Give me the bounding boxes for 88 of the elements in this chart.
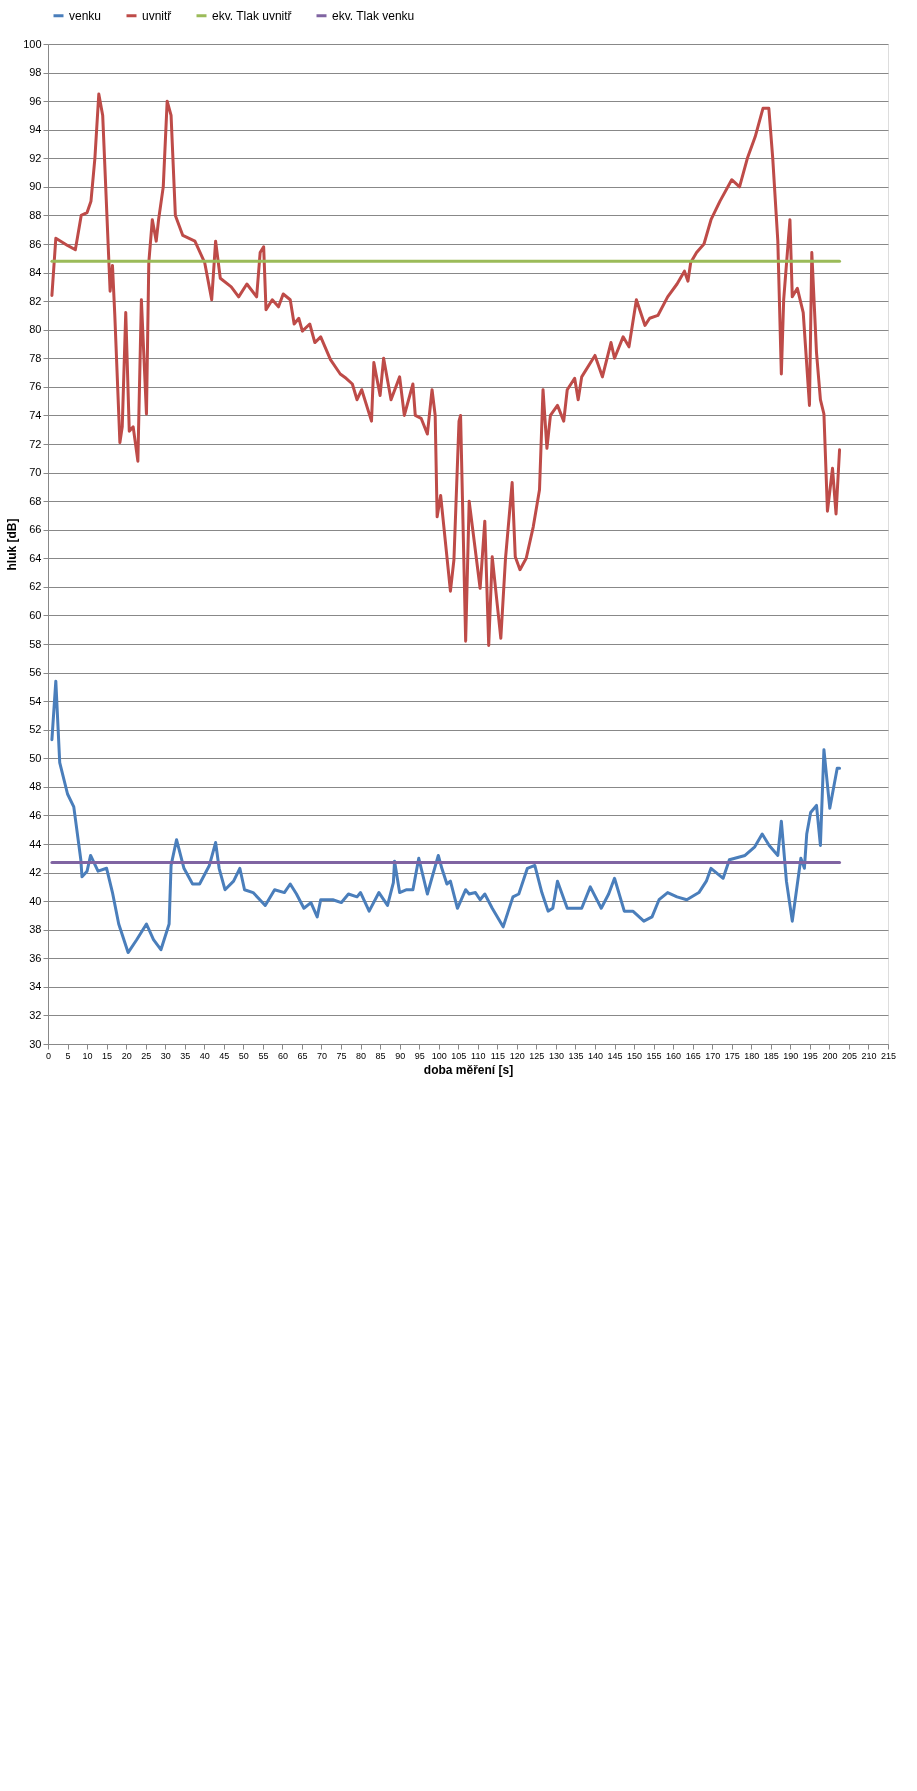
y-tick-label: 38 [29,923,42,936]
x-tick-label: 125 [529,1050,545,1061]
x-tick-label: 10 [82,1050,93,1061]
x-tick-label: 190 [783,1050,799,1061]
y-tick-label: 90 [29,180,42,193]
x-tick-label: 200 [822,1050,838,1061]
x-tick-label: 60 [277,1050,288,1061]
legend-label: uvnitř [142,8,173,23]
x-tick-label: 160 [666,1050,682,1061]
x-tick-label: 65 [297,1050,308,1061]
x-tick-label: 85 [375,1050,386,1061]
line-series [50,679,842,955]
y-tick-label: 66 [29,523,42,536]
y-tick-label: 48 [29,780,42,793]
y-tick-label: 86 [29,237,42,250]
x-tick-label: 80 [356,1050,367,1061]
y-tick-label: 40 [29,894,42,907]
x-tick-label: 0 [45,1050,52,1061]
x-tick-label: 120 [509,1050,525,1061]
y-tick-label: 56 [29,666,42,679]
y-tick-label: 54 [29,694,42,707]
y-tick-label: 52 [29,723,42,736]
y-tick-label: 50 [29,751,42,764]
y-axis-title: hluk [dB] [5,518,20,571]
line-series [50,92,842,647]
y-tick-label: 34 [29,980,42,993]
legend-label: venku [69,8,102,23]
legend-label: ekv. Tlak uvnitř [212,8,293,23]
x-tick-label: 145 [607,1050,623,1061]
y-tick-label: 70 [29,466,42,479]
x-tick-label: 30 [160,1050,171,1061]
x-tick-label: 155 [646,1050,662,1061]
x-tick-label: 140 [587,1050,603,1061]
y-tick-label: 80 [29,323,42,336]
x-tick-label: 150 [627,1050,643,1061]
x-tick-label: 5 [65,1050,71,1061]
x-tick-label: 110 [471,1050,486,1061]
x-tick-label: 95 [414,1050,425,1061]
x-tick-label: 45 [219,1050,230,1061]
y-tick-label: 60 [29,608,42,621]
y-tick-label: 68 [29,494,42,507]
x-tick-label: 55 [258,1050,269,1061]
y-tick-label: 36 [29,951,42,964]
y-tick-label: 42 [29,866,42,879]
x-tick-label: 50 [238,1050,249,1061]
x-axis-title: doba měření [s] [423,1062,514,1077]
x-tick-label: 165 [685,1050,701,1061]
y-tick-label: 58 [29,637,42,650]
x-tick-label: 195 [802,1050,818,1061]
x-tick-label: 100 [431,1050,447,1061]
y-tick-label: 82 [29,294,42,307]
y-tick-label: 84 [29,266,42,279]
y-tick-label: 32 [29,1008,42,1021]
x-tick-label: 40 [199,1050,210,1061]
x-tick-label: 180 [744,1050,760,1061]
y-tick-label: 30 [29,1037,42,1050]
y-tick-label: 72 [29,437,42,450]
y-tick-label: 100 [23,37,42,50]
x-tick-label: 20 [121,1050,132,1061]
legend-label: ekv. Tlak venku [332,8,415,23]
y-tick-label: 78 [29,351,42,364]
y-tick-label: 74 [29,408,42,421]
x-tick-label: 130 [548,1050,564,1061]
x-tick-label: 25 [141,1050,152,1061]
x-tick-label: 170 [705,1050,721,1061]
y-tick-label: 46 [29,808,42,821]
x-tick-label: 70 [316,1050,327,1061]
y-tick-label: 62 [29,580,42,593]
y-tick-label: 92 [29,151,42,164]
x-tick-label: 115 [490,1050,505,1061]
x-tick-label: 105 [451,1050,467,1061]
x-tick-label: 35 [180,1050,191,1061]
x-tick-label: 175 [724,1050,740,1061]
y-tick-label: 94 [29,123,42,136]
y-tick-label: 88 [29,208,42,221]
y-tick-label: 64 [29,551,42,564]
x-tick-label: 15 [102,1050,113,1061]
y-tick-label: 96 [29,94,42,107]
x-tick-label: 205 [841,1050,857,1061]
y-tick-label: 98 [29,66,42,79]
x-tick-label: 185 [763,1050,779,1061]
x-tick-label: 90 [395,1050,406,1061]
x-tick-label: 215 [880,1050,897,1061]
x-tick-label: 210 [861,1050,877,1061]
y-tick-label: 76 [29,380,42,393]
y-tick-label: 44 [29,837,42,850]
x-tick-label: 75 [336,1050,347,1061]
x-tick-label: 135 [568,1050,584,1061]
